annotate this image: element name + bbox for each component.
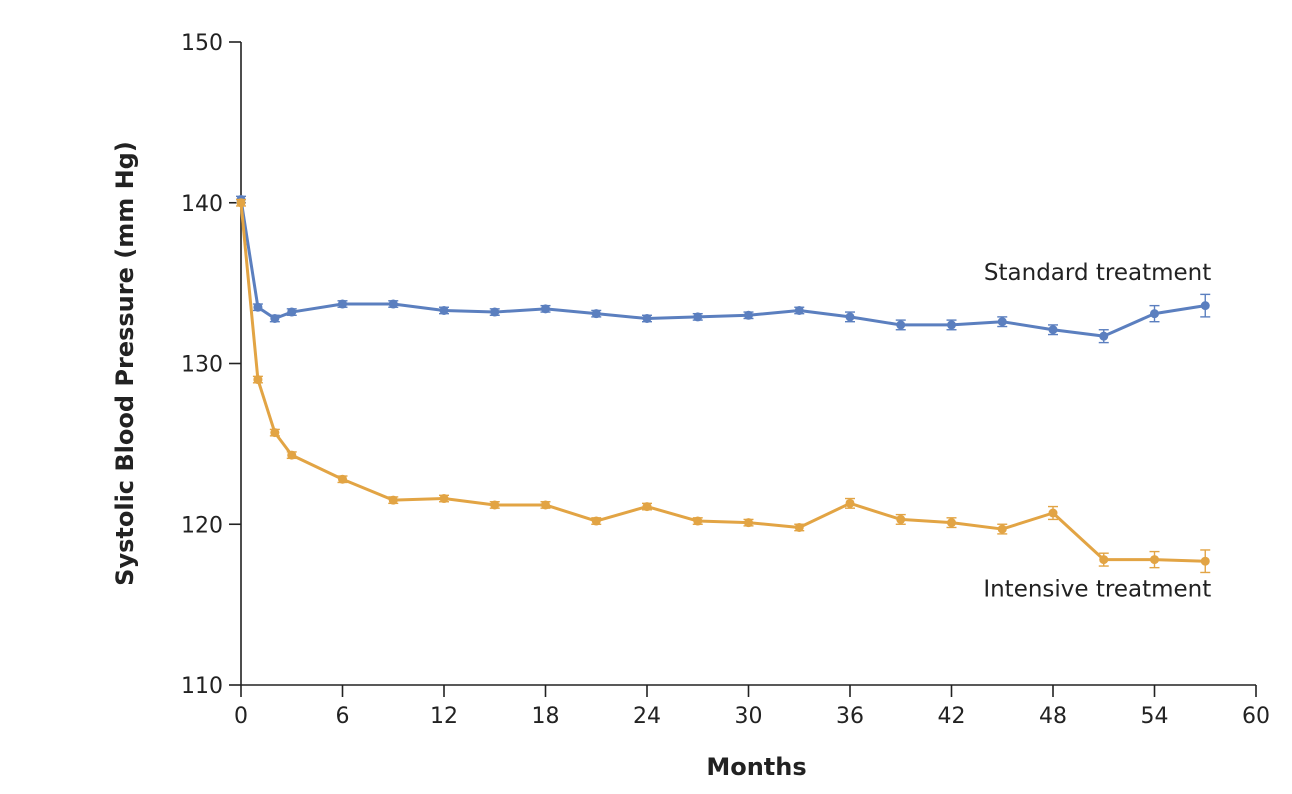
data-point <box>591 309 601 319</box>
data-point <box>693 312 703 322</box>
standard-treatment-label: Standard treatment <box>984 260 1211 286</box>
data-point <box>490 307 500 317</box>
series-line <box>239 199 1206 338</box>
labels: Standard treatment Intensive treatment <box>983 260 1211 603</box>
x-tick-label: 48 <box>1039 704 1067 729</box>
x-tick-label: 30 <box>735 704 763 729</box>
data-point <box>1150 555 1159 565</box>
series-intensive <box>236 198 1211 574</box>
data-point <box>997 524 1007 534</box>
data-point <box>896 514 906 524</box>
intensive-treatment-label: Intensive treatment <box>983 577 1211 603</box>
series-standard <box>236 195 1211 344</box>
data-point <box>388 495 398 505</box>
series-line <box>239 202 1206 563</box>
y-tick-label: 140 <box>181 192 223 217</box>
data-point <box>794 522 804 532</box>
x-tick-label: 24 <box>633 704 661 729</box>
data-point <box>947 320 956 330</box>
x-tick-label: 60 <box>1242 704 1270 729</box>
data-point <box>1048 508 1058 518</box>
data-point <box>541 500 550 510</box>
y-tick-label: 130 <box>181 353 223 378</box>
data-point <box>338 474 347 484</box>
data-point <box>997 317 1007 327</box>
data-point <box>253 302 263 312</box>
data-point <box>253 375 263 385</box>
data-point <box>1099 555 1109 565</box>
x-tick-label: 6 <box>336 704 350 729</box>
data-point <box>270 313 280 323</box>
data-point <box>1150 309 1159 319</box>
data-point <box>439 494 449 504</box>
x-tick-label: 12 <box>430 704 458 729</box>
data-point <box>287 450 297 460</box>
data-point <box>1200 556 1210 566</box>
data-point <box>845 312 855 322</box>
data-point <box>541 304 550 314</box>
data-point <box>896 320 906 330</box>
data-point <box>947 518 956 528</box>
data-point <box>1200 301 1210 311</box>
data-point <box>591 516 601 526</box>
x-axis-title: Months <box>706 753 806 781</box>
axes: 110 120 130 140 150 0 6 12 18 24 30 36 42 48 54 60 Month… <box>111 31 1270 781</box>
data-point <box>338 299 347 309</box>
y-tick-label: 120 <box>181 513 223 538</box>
x-tick-label: 0 <box>234 704 248 729</box>
data-point <box>1048 325 1058 335</box>
data-point <box>845 498 855 508</box>
x-tick-label: 42 <box>938 704 966 729</box>
y-tick-label: 150 <box>181 31 223 56</box>
series-group <box>236 195 1211 574</box>
data-point <box>270 428 280 438</box>
x-tick-label: 54 <box>1141 704 1169 729</box>
data-point <box>1099 331 1109 341</box>
x-tick-label: 36 <box>836 704 864 729</box>
x-tick-label: 18 <box>532 704 560 729</box>
data-point <box>236 198 246 208</box>
data-point <box>744 518 753 528</box>
data-point <box>794 305 804 315</box>
data-point <box>693 516 703 526</box>
data-point <box>287 307 297 317</box>
y-tick-label: 110 <box>181 674 223 699</box>
data-point <box>439 305 449 315</box>
data-point <box>744 310 753 320</box>
data-point <box>490 500 500 510</box>
data-point <box>388 299 398 309</box>
data-point <box>642 313 652 323</box>
y-axis-title: Systolic Blood Pressure (mm Hg) <box>111 141 139 586</box>
data-point <box>642 502 652 512</box>
